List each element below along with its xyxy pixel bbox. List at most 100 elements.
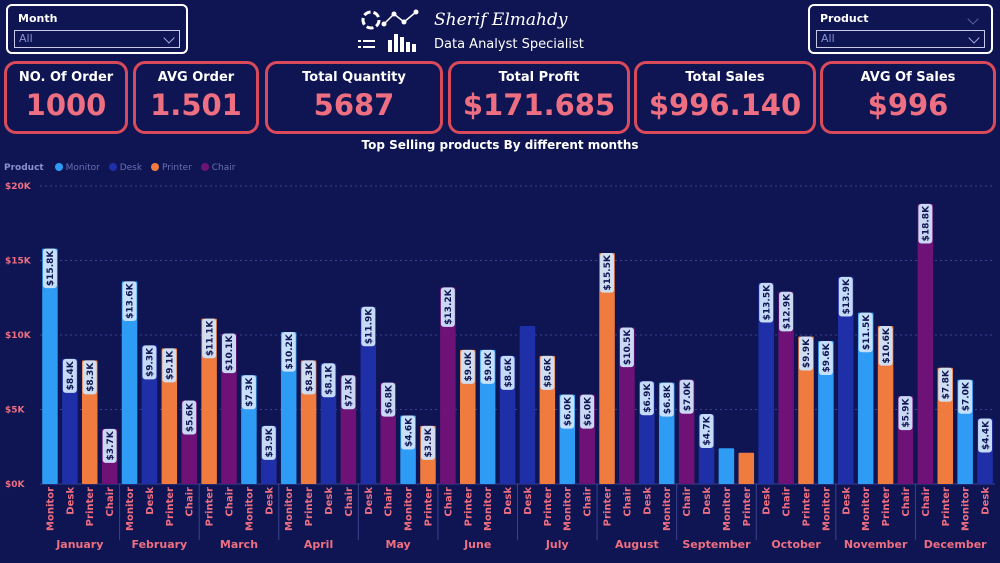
- data-label-box: [202, 318, 217, 359]
- x-tick-label: Printer: [543, 487, 554, 526]
- x-tick-label: Monitor: [404, 487, 415, 531]
- data-label-box: [281, 332, 296, 372]
- data-label-box: [679, 379, 694, 414]
- kpi-label: NO. Of Order: [18, 70, 114, 85]
- data-label: $9.0K: [464, 351, 474, 381]
- data-label: $11.1K: [205, 320, 215, 356]
- month-slicer-title: Month: [18, 12, 58, 25]
- x-tick-label: Chair: [901, 487, 912, 517]
- kpi-label: AVG Of Sales: [860, 70, 956, 85]
- legend-dot: [108, 163, 117, 171]
- legend-label: Printer: [161, 163, 192, 173]
- legend-item-monitor[interactable]: Monitor: [54, 163, 100, 173]
- month-slicer[interactable]: Month All: [6, 4, 188, 54]
- x-tick-label: Printer: [85, 487, 96, 526]
- data-label: $3.9K: [265, 427, 275, 457]
- month-dropdown-value: All: [19, 32, 33, 45]
- data-label: $7.0K: [683, 381, 693, 411]
- data-label-box: [858, 312, 873, 353]
- x-tick-label: Desk: [762, 487, 773, 515]
- data-label-box: [301, 360, 316, 395]
- x-tick-label: Printer: [801, 487, 812, 526]
- legend-dot: [150, 163, 159, 171]
- data-label-box: [978, 418, 993, 453]
- y-tick-label: $10K: [5, 331, 32, 341]
- data-label: $15.5K: [603, 254, 613, 290]
- y-tick-label: $0K: [5, 480, 26, 490]
- legend-item-printer[interactable]: Printer: [150, 163, 192, 173]
- legend-dot: [54, 163, 63, 171]
- legend-dot: [200, 163, 209, 171]
- kpi-label: Total Sales: [685, 70, 765, 85]
- data-label-box: [619, 327, 634, 368]
- legend-label: Desk: [119, 163, 143, 173]
- x-tick-label: Desk: [264, 487, 275, 515]
- x-tick-label: Printer: [423, 487, 434, 526]
- x-tick-label: Printer: [165, 487, 176, 526]
- x-tick-label: Chair: [225, 487, 236, 517]
- product-slicer[interactable]: Product All: [808, 4, 993, 54]
- x-tick-label: Monitor: [244, 487, 255, 531]
- month-dropdown[interactable]: All: [14, 30, 180, 48]
- x-tick-label: Monitor: [861, 487, 872, 531]
- data-label: $9.6K: [822, 342, 832, 372]
- data-label-box: [878, 326, 893, 366]
- data-label-box: [440, 287, 455, 327]
- kpi-card-total-quantity: Total Quantity 5687: [265, 61, 443, 134]
- x-tick-label: Printer: [205, 487, 216, 526]
- data-label: $9.1K: [166, 350, 176, 380]
- legend-item-chair[interactable]: Chair: [200, 163, 235, 173]
- legend-item-desk[interactable]: Desk: [108, 163, 143, 173]
- x-tick-label: Chair: [921, 487, 932, 517]
- data-label-box: [460, 349, 475, 384]
- x-tick-label: Printer: [304, 487, 315, 526]
- data-label: $13.5K: [762, 284, 772, 320]
- data-label-box: [62, 358, 77, 393]
- product-slicer-title: Product: [820, 12, 869, 25]
- data-label: $9.9K: [802, 338, 812, 368]
- kpi-card-orders: NO. Of Order 1000: [4, 61, 128, 134]
- y-tick-label: $20K: [5, 182, 32, 192]
- x-tick-label: Chair: [344, 487, 355, 517]
- data-label-box: [341, 375, 356, 410]
- data-label-box: [102, 428, 117, 463]
- x-tick-label: Desk: [324, 487, 335, 515]
- x-tick-label: Monitor: [662, 487, 673, 531]
- data-label-box: [958, 379, 973, 414]
- x-tick-label: Printer: [941, 487, 952, 526]
- data-label: $9.0K: [484, 351, 494, 381]
- data-label-box: [122, 281, 137, 321]
- data-label-box: [818, 340, 833, 375]
- x-tick-label: Chair: [384, 487, 395, 517]
- data-label-box: [222, 333, 237, 374]
- x-tick-label: Printer: [463, 487, 474, 526]
- bar-chair: [778, 291, 794, 484]
- data-label-box: [241, 375, 256, 410]
- data-label: $13.6K: [126, 282, 136, 318]
- x-tick-label: Desk: [65, 487, 76, 515]
- x-tick-label: Chair: [682, 487, 693, 517]
- x-tick-label: Monitor: [483, 487, 494, 531]
- data-label: $7.3K: [345, 377, 355, 407]
- data-label: $8.3K: [305, 362, 315, 392]
- kpi-card-total-sales: Total Sales $996.140: [634, 61, 816, 134]
- kpi-value: $996.140: [648, 88, 802, 122]
- legend-label: Monitor: [65, 163, 100, 173]
- month-label: December: [924, 538, 987, 551]
- bar-printer: [201, 318, 217, 484]
- kpi-card-avg-sales: AVG Of Sales $996: [820, 61, 996, 134]
- product-dropdown[interactable]: All: [816, 30, 985, 48]
- data-label: $6.8K: [663, 384, 673, 414]
- data-label: $8.6K: [544, 357, 554, 387]
- month-label: August: [615, 538, 659, 551]
- data-label-box: [838, 276, 853, 317]
- data-label-box: [162, 348, 177, 383]
- x-tick-label: Monitor: [821, 487, 832, 531]
- kpi-value: 1.501: [150, 88, 242, 122]
- month-label: March: [220, 538, 258, 551]
- data-label: $5.6K: [185, 402, 195, 432]
- x-tick-label: Desk: [364, 487, 375, 515]
- kpi-value: $996: [867, 88, 949, 122]
- kpi-card-avg-order: AVG Order 1.501: [133, 61, 259, 134]
